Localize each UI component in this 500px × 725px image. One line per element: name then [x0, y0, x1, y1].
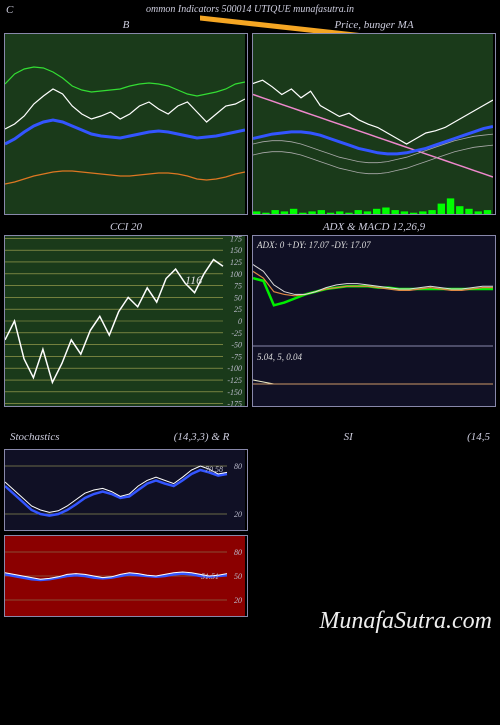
- svg-text:-25: -25: [231, 329, 242, 338]
- header-center: ommon Indicators 500014 UTIQUE munafasut…: [146, 4, 354, 15]
- stoch-title-right: (14,3,3) & R: [174, 431, 230, 443]
- svg-text:51.51: 51.51: [201, 572, 219, 581]
- svg-text:-75: -75: [231, 352, 242, 361]
- page-header: C ommon Indicators 500014 UTIQUE munafas…: [0, 0, 500, 17]
- stoch-panel: 20 80 70.58: [4, 449, 248, 531]
- svg-text:-50: -50: [231, 341, 242, 350]
- bb-chart: [5, 34, 245, 214]
- svg-text:75: 75: [234, 282, 242, 291]
- svg-text:0: 0: [238, 317, 242, 326]
- cci-title: CCI 20: [4, 219, 248, 235]
- svg-text:80: 80: [234, 548, 242, 557]
- svg-text:-175: -175: [227, 400, 242, 406]
- rsi-title-left: SI: [344, 431, 353, 443]
- adx-panel: ADX: 0 +DY: 17.07 -DY: 17.07 5.04, 5, 0.0…: [252, 235, 496, 407]
- svg-text:100: 100: [230, 270, 242, 279]
- price-chart: [253, 34, 493, 214]
- rsi-panel: 20 50 80 51.51: [4, 535, 248, 617]
- svg-text:5.04, 5, 0.04: 5.04, 5, 0.04: [257, 352, 303, 362]
- svg-text:150: 150: [230, 246, 242, 255]
- svg-text:20: 20: [234, 510, 242, 519]
- svg-text:70.58: 70.58: [205, 465, 223, 474]
- price-title: Price, bunger MA: [252, 17, 496, 33]
- cci-chart: 175 150 125 100 75 50 25 0 -25 -50 -75 -100 -125 -150…: [5, 236, 245, 406]
- chart-grid: B Price, bunger MA CCI 20 175 150 125 100 75…: [0, 17, 500, 617]
- stoch-title-left: Stochastics: [10, 431, 60, 443]
- svg-text:20: 20: [234, 596, 242, 605]
- bb-title: B: [4, 17, 248, 33]
- svg-text:175: 175: [230, 236, 242, 243]
- svg-text:-125: -125: [227, 376, 242, 385]
- svg-text:ADX: 0 +DY: 17.07 -DY: 17.07: ADX: 0 +DY: 17.07 -DY: 17.07: [256, 240, 371, 250]
- svg-text:116: 116: [185, 273, 202, 287]
- adx-title: ADX & MACD 12,26,9: [252, 219, 496, 235]
- adx-chart: ADX: 0 +DY: 17.07 -DY: 17.07 5.04, 5, 0.0…: [253, 236, 493, 406]
- rsi-chart: 20 50 80 51.51: [5, 536, 245, 616]
- svg-text:50: 50: [234, 293, 242, 302]
- svg-text:125: 125: [230, 258, 242, 267]
- bb-panel: [4, 33, 248, 215]
- price-panel: [252, 33, 496, 215]
- header-left: C: [6, 4, 13, 16]
- watermark: MunafaSutra.com: [319, 608, 492, 635]
- svg-text:-150: -150: [227, 388, 242, 397]
- stoch-rsi-header: Stochastics (14,3,3) & R SI (14,5: [4, 429, 496, 445]
- stoch-chart: 20 80 70.58: [5, 450, 245, 530]
- cci-panel: 175 150 125 100 75 50 25 0 -25 -50 -75 -100 -125 -150…: [4, 235, 248, 407]
- svg-text:-100: -100: [227, 364, 242, 373]
- rsi-title-right: (14,5: [467, 431, 490, 443]
- svg-text:80: 80: [234, 462, 242, 471]
- svg-text:50: 50: [234, 572, 242, 581]
- svg-text:25: 25: [234, 305, 242, 314]
